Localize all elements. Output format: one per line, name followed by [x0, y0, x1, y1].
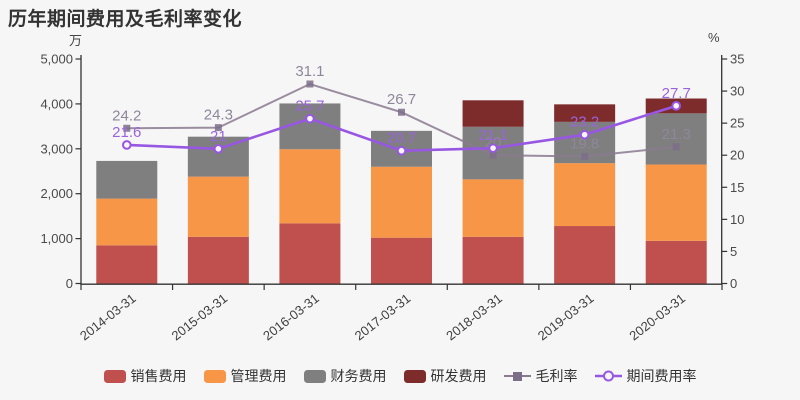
marker-gross-margin[interactable]: [489, 151, 497, 159]
value-label-period-expense-ratio: 25.7: [295, 98, 324, 115]
bar-segment-admin-expense[interactable]: [645, 164, 707, 241]
marker-gross-margin[interactable]: [306, 80, 314, 88]
legend-item-admin-expense[interactable]: 管理费用: [203, 366, 287, 386]
legend-label: 管理费用: [230, 368, 287, 384]
y-axis-right-tick-label: 10: [730, 212, 744, 227]
legend-swatch-rd-expense: [403, 369, 426, 383]
legend-glyph-period-expense-ratio: [594, 370, 622, 382]
y-axis-right-tick-label: 35: [730, 52, 744, 67]
legend-label: 研发费用: [430, 368, 487, 384]
value-label-period-expense-ratio: 23.2: [570, 114, 599, 131]
bar-segment-sales-expense[interactable]: [645, 240, 707, 284]
y-axis-right-tick-label: 20: [730, 148, 744, 163]
y-axis-left-tick-label: 4,000: [40, 96, 73, 111]
value-label-period-expense-ratio: 21: [210, 128, 227, 145]
y-axis-left-tick-label: 5,000: [40, 52, 73, 67]
left-axis-unit-label: 万: [69, 33, 83, 48]
marker-period-expense-ratio[interactable]: [121, 140, 132, 150]
y-axis-right-tick-label: 5: [730, 244, 737, 259]
bar-segment-finance-expense[interactable]: [96, 160, 158, 199]
chart-title: 历年期间费用及毛利率变化: [8, 9, 243, 30]
y-axis-right-tick-label: 0: [730, 276, 737, 291]
y-axis-left-tick-label: 1,000: [40, 231, 73, 246]
value-label-period-expense-ratio: 20.7: [387, 130, 416, 147]
value-label-gross-margin: 21.3: [662, 126, 691, 143]
bar-segment-finance-expense[interactable]: [645, 113, 707, 165]
value-label-gross-margin: 31.1: [295, 63, 324, 80]
x-axis-category-label: 2020-03-31: [626, 291, 688, 344]
legend-item-finance-expense[interactable]: 财务费用: [303, 366, 387, 386]
bar-segment-sales-expense[interactable]: [462, 236, 524, 284]
value-label-gross-margin: 24.3: [204, 107, 233, 124]
bar-segment-admin-expense[interactable]: [96, 198, 158, 246]
y-axis-right-tick-label: 25: [730, 116, 744, 131]
marker-period-expense-ratio[interactable]: [488, 143, 498, 153]
x-axis-category-label: 2019-03-31: [535, 291, 597, 344]
bar-segment-sales-expense[interactable]: [187, 236, 249, 284]
legend-glyph-gross-margin: [503, 372, 531, 381]
legend-swatch-finance-expense: [303, 369, 326, 383]
x-axis-category-label: 2017-03-31: [352, 291, 414, 344]
marker-gross-margin[interactable]: [581, 152, 589, 160]
y-axis-left-tick-label: 3,000: [40, 141, 73, 156]
right-axis-unit-label: %: [708, 30, 720, 45]
x-axis-category-label: 2016-03-31: [260, 291, 322, 344]
legend-label: 毛利率: [535, 368, 578, 384]
legend-label: 财务费用: [330, 368, 387, 384]
bar-segment-admin-expense[interactable]: [187, 176, 249, 237]
marker-period-expense-ratio[interactable]: [579, 129, 590, 140]
marker-gross-margin[interactable]: [398, 108, 405, 116]
marker-gross-margin[interactable]: [214, 124, 222, 132]
marker-gross-margin[interactable]: [672, 143, 680, 151]
bar-segment-sales-expense[interactable]: [554, 226, 616, 284]
marker-gross-margin[interactable]: [123, 124, 131, 132]
x-axis-category-label: 2014-03-31: [77, 291, 139, 344]
value-label-gross-margin: 26.7: [387, 91, 416, 108]
legend-swatch-sales-expense: [103, 369, 126, 383]
legend-marker-gross-margin: [512, 372, 522, 381]
value-label-period-expense-ratio: 21.1: [478, 127, 507, 144]
bar-segment-rd-expense[interactable]: [554, 104, 616, 122]
y-axis-right-tick-label: 15: [730, 180, 744, 195]
marker-period-expense-ratio[interactable]: [671, 101, 682, 111]
bar-segment-admin-expense[interactable]: [371, 166, 432, 238]
bar-segment-admin-expense[interactable]: [462, 179, 524, 237]
legend-item-gross-margin[interactable]: 毛利率: [503, 366, 578, 386]
value-label-gross-margin: 19.8: [570, 135, 599, 152]
bar-segment-sales-expense[interactable]: [279, 223, 341, 284]
legend-label: 销售费用: [130, 368, 187, 384]
bar-segment-rd-expense[interactable]: [462, 100, 524, 127]
legend-item-rd-expense[interactable]: 研发费用: [403, 366, 487, 386]
value-label-period-expense-ratio: 21.6: [112, 124, 141, 141]
marker-period-expense-ratio[interactable]: [396, 145, 407, 156]
y-axis-right-tick-label: 30: [730, 84, 744, 99]
bar-segment-admin-expense[interactable]: [279, 149, 341, 224]
legend-item-sales-expense[interactable]: 销售费用: [103, 366, 187, 386]
x-axis-category-label: 2015-03-31: [169, 291, 231, 344]
x-axis-category-label: 2018-03-31: [443, 291, 505, 344]
bar-segment-sales-expense[interactable]: [96, 245, 158, 284]
bar-segment-admin-expense[interactable]: [554, 163, 616, 227]
marker-period-expense-ratio[interactable]: [305, 113, 315, 124]
bar-segment-sales-expense[interactable]: [371, 237, 432, 284]
legend-marker-period-expense-ratio: [602, 370, 614, 382]
value-label-gross-margin: 24.2: [112, 107, 141, 124]
legend-item-period-expense-ratio[interactable]: 期间费用率: [594, 366, 697, 386]
legend-label: 期间费用率: [626, 368, 697, 384]
legend-swatch-admin-expense: [203, 369, 226, 383]
y-axis-left-tick-label: 2,000: [40, 186, 73, 201]
chart-legend: 销售费用 管理费用 财务费用 研发费用 毛利率 期间费用率: [0, 366, 800, 386]
marker-period-expense-ratio[interactable]: [213, 144, 224, 154]
value-label-period-expense-ratio: 27.7: [662, 85, 691, 102]
y-axis-left-tick-label: 0: [66, 276, 73, 291]
